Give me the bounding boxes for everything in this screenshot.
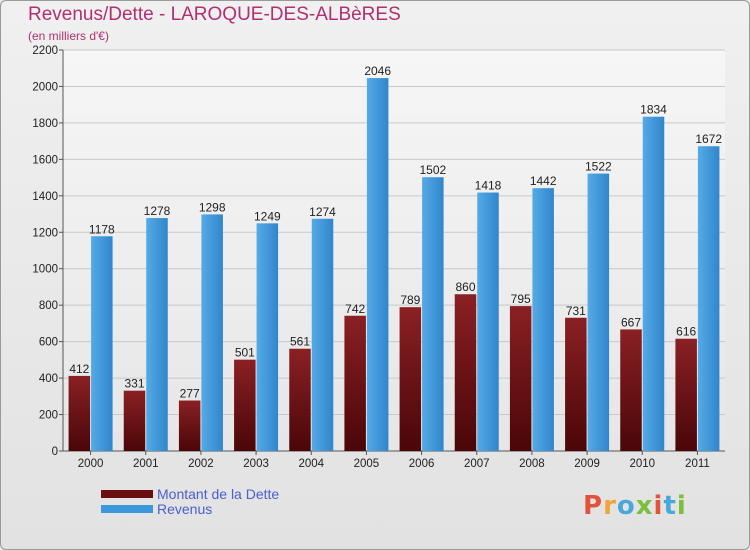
- data-label-dette: 795: [511, 292, 531, 306]
- logo-letter: t: [663, 491, 677, 521]
- y-tick-label: 1600: [32, 154, 58, 166]
- logo-letter: x: [635, 491, 654, 521]
- bar-dette: [68, 375, 91, 451]
- legend-swatch-dette: [101, 490, 153, 498]
- x-tick-label: 2001: [133, 458, 159, 470]
- x-tick-label: 2003: [243, 458, 269, 470]
- data-label-revenus: 1502: [419, 163, 446, 177]
- data-label-dette: 412: [69, 362, 89, 376]
- x-tick-label: 2000: [78, 458, 104, 470]
- x-tick-label: 2006: [409, 458, 435, 470]
- bar-revenus: [587, 173, 610, 451]
- chart-title: Revenus/Dette - LAROQUE-DES-ALBèRES: [28, 4, 401, 25]
- y-tick-label: 600: [39, 337, 58, 349]
- y-tick-label: 800: [39, 300, 58, 312]
- bar-dette: [344, 315, 366, 451]
- legend-swatch-revenus: [101, 505, 153, 513]
- plot-area: [63, 50, 725, 451]
- y-tick-label: 400: [39, 373, 58, 385]
- bar-dette: [178, 400, 201, 451]
- data-label-revenus: 1418: [475, 179, 502, 193]
- bar-revenus: [366, 78, 389, 451]
- data-label-dette: 860: [455, 280, 475, 294]
- bar-dette: [565, 317, 587, 451]
- x-tick-label: 2010: [629, 458, 655, 470]
- data-label-revenus: 1834: [640, 103, 667, 117]
- data-label-revenus: 1274: [309, 205, 336, 219]
- logo-letter: r: [603, 491, 617, 521]
- bar-revenus: [642, 116, 665, 451]
- x-tick-label: 2004: [298, 458, 324, 470]
- x-tick-label: 2005: [354, 458, 380, 470]
- y-tick-label: 2200: [32, 45, 58, 57]
- data-label-revenus: 2046: [364, 64, 391, 78]
- bar-dette: [399, 307, 422, 451]
- data-label-dette: 616: [676, 325, 696, 339]
- bar-dette: [454, 294, 477, 451]
- bar-dette: [234, 359, 256, 451]
- bar-dette: [675, 338, 697, 451]
- data-label-dette: 742: [345, 302, 365, 316]
- y-tick-label: 1800: [32, 118, 58, 130]
- bar-revenus: [477, 192, 499, 451]
- data-label-dette: 561: [290, 335, 310, 349]
- x-tick-label: 2009: [574, 458, 600, 470]
- bar-revenus: [201, 214, 223, 451]
- chart-subtitle: (en milliers d'€): [28, 29, 109, 43]
- proxiti-logo: Proxiti: [583, 491, 687, 521]
- y-tick-label: 1400: [32, 191, 58, 203]
- data-label-dette: 667: [621, 315, 641, 329]
- logo-letter: P: [583, 491, 604, 521]
- y-tick-label: 1200: [32, 227, 58, 239]
- data-label-revenus: 1672: [695, 132, 722, 146]
- data-label-dette: 331: [124, 377, 144, 391]
- y-tick-label: 0: [52, 446, 58, 458]
- bar-revenus: [256, 223, 279, 451]
- legend-label-revenus: Revenus: [157, 501, 213, 517]
- bar-revenus: [532, 188, 554, 451]
- bar-revenus: [146, 218, 168, 451]
- data-label-revenus: 1442: [530, 174, 557, 188]
- logo-letter: i: [676, 491, 687, 521]
- data-label-dette: 277: [180, 387, 200, 401]
- bar-revenus: [91, 236, 113, 451]
- data-label-dette: 789: [400, 293, 420, 307]
- data-label-dette: 501: [235, 346, 255, 360]
- y-tick-label: 200: [39, 410, 58, 422]
- bar-revenus: [422, 177, 444, 451]
- y-tick-label: 2000: [32, 81, 58, 93]
- x-tick-label: 2008: [519, 458, 545, 470]
- data-label-revenus: 1298: [199, 200, 226, 214]
- bar-dette: [620, 329, 642, 451]
- bar-revenus: [311, 218, 334, 451]
- logo-letter: o: [616, 491, 636, 521]
- legend-label-dette: Montant de la Dette: [157, 486, 280, 502]
- logo-letter: i: [653, 491, 664, 521]
- data-label-revenus: 1249: [254, 209, 281, 223]
- x-tick-label: 2007: [464, 458, 490, 470]
- data-label-revenus: 1522: [585, 160, 612, 174]
- bar-revenus: [697, 146, 720, 452]
- data-label-revenus: 1278: [144, 204, 171, 218]
- data-label-dette: 731: [566, 304, 586, 318]
- bar-dette: [289, 348, 311, 451]
- bar-dette: [123, 390, 146, 451]
- bar-dette: [509, 306, 532, 451]
- y-tick-label: 1000: [32, 264, 58, 276]
- x-tick-label: 2002: [188, 458, 214, 470]
- x-tick-label: 2011: [685, 458, 710, 470]
- data-label-revenus: 1178: [89, 222, 115, 236]
